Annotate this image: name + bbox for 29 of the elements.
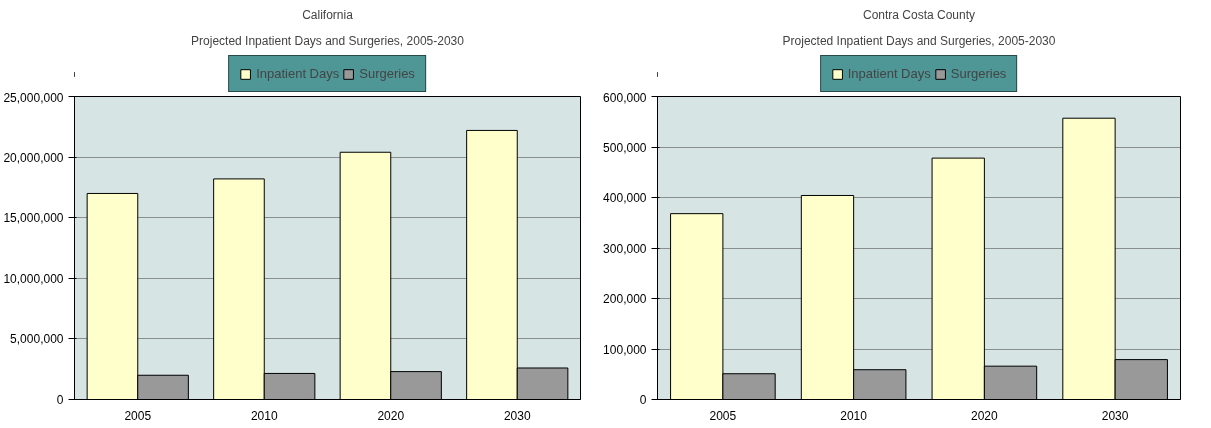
x-tick-label: 2010 — [250, 408, 278, 423]
chart-subtitle: Projected Inpatient Days and Surgeries, 2005-2030 — [191, 33, 465, 48]
y-tick-label: 600,000 — [603, 90, 647, 105]
x-tick-label: 2005 — [124, 408, 152, 423]
y-tick-label: 15,000,000 — [3, 211, 64, 226]
chart-title: California — [302, 7, 354, 22]
y-tick-label: 20,000,000 — [3, 150, 64, 165]
y-tick-label: 500,000 — [603, 140, 647, 155]
x-tick-label: 2010 — [840, 408, 868, 423]
y-tick-label: 200,000 — [603, 292, 647, 306]
x-tick-label: 2030 — [1101, 408, 1129, 423]
legend-label: Surgeries — [359, 66, 415, 81]
chart-subtitle: Projected Inpatient Days and Surgeries, 2005-2030 — [782, 33, 1056, 48]
legend-label: Inpatient Days — [847, 66, 931, 81]
x-tick-label: 2030 — [503, 408, 531, 423]
y-tick-label: 5,000,000 — [10, 332, 64, 347]
y-tick-label: 10,000,000 — [3, 271, 64, 286]
x-tick-label: 2020 — [377, 408, 405, 423]
y-tick-label: 300,000 — [603, 241, 647, 256]
y-tick-label: 0 — [56, 393, 64, 407]
y-tick-label: 25,000,000 — [3, 90, 64, 105]
x-tick-label: 2005 — [709, 408, 737, 423]
y-tick-label: 400,000 — [603, 191, 647, 205]
y-tick-label: 100,000 — [603, 342, 647, 357]
y-tick-label: 0 — [639, 393, 647, 407]
legend-label: Inpatient Days — [256, 66, 340, 81]
x-tick-label: 2020 — [971, 408, 999, 423]
chart-title: Contra Costa County — [862, 7, 976, 22]
legend-label: Surgeries — [950, 66, 1007, 81]
